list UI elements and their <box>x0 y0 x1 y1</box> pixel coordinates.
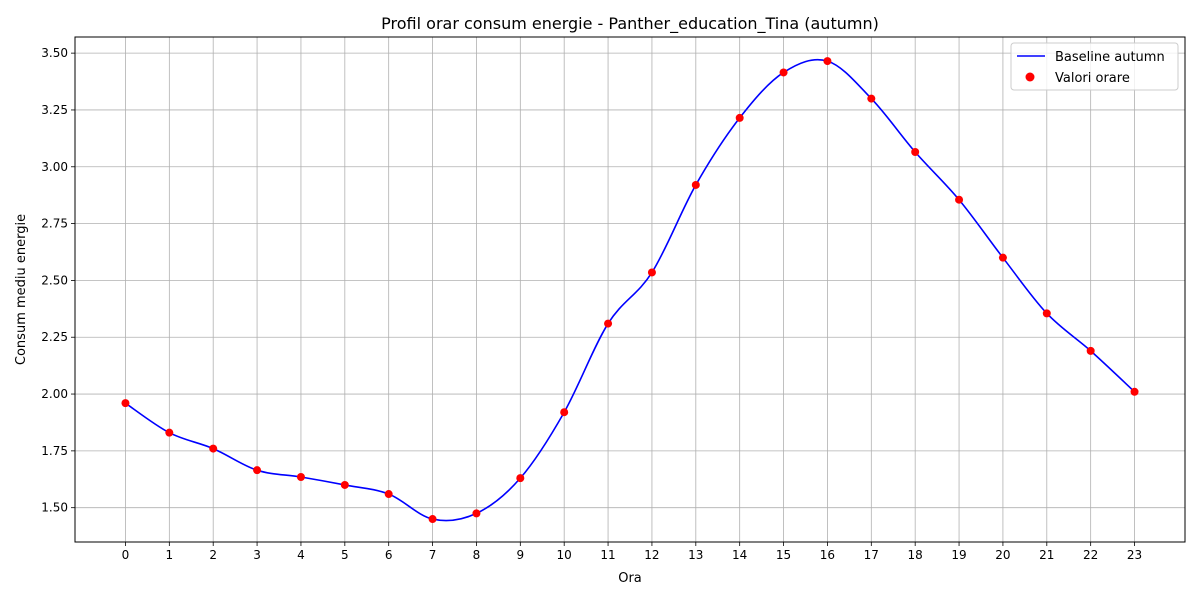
hourly-value-point <box>472 509 481 518</box>
baseline-series-line <box>125 58 1136 522</box>
hourly-value-point <box>1042 309 1051 318</box>
hourly-value-point <box>209 444 218 453</box>
legend-label-baseline: Baseline autumn <box>1055 50 1165 65</box>
x-tick-label: 17 <box>864 548 879 562</box>
hourly-value-point <box>165 428 174 437</box>
series-lines <box>125 58 1136 522</box>
x-tick-label: 5 <box>341 548 349 562</box>
x-tick-label: 19 <box>951 548 966 562</box>
hourly-value-point <box>735 113 744 122</box>
hourly-value-point <box>823 57 832 66</box>
x-tick-label: 3 <box>253 548 261 562</box>
y-axis-label: Consum mediu energie <box>14 214 29 365</box>
y-tick-label: 2.75 <box>41 217 68 231</box>
hourly-value-point <box>340 480 349 489</box>
hourly-value-point <box>428 515 437 524</box>
x-tick-label: 2 <box>209 548 217 562</box>
series-points <box>121 57 1139 524</box>
hourly-value-point <box>955 195 964 204</box>
x-tick-label: 7 <box>429 548 437 562</box>
plot-frame <box>74 36 1186 543</box>
x-tick-label: 18 <box>908 548 923 562</box>
hourly-value-point <box>911 148 920 156</box>
y-tick-label: 3.50 <box>41 46 68 60</box>
hourly-value-point <box>516 474 525 483</box>
legend-dot-swatch <box>1025 72 1035 82</box>
x-tick-label: 22 <box>1083 548 1098 562</box>
x-tick-label: 15 <box>776 548 791 562</box>
x-tick-label: 9 <box>516 548 524 562</box>
x-tick-label: 12 <box>644 548 659 562</box>
y-tick-label: 1.50 <box>41 501 68 515</box>
y-tick-label: 2.00 <box>41 387 68 401</box>
y-axis: 1.50 1.75 2.00 2.25 2.50 2.75 3.00 3.25 3.50 <box>41 46 75 515</box>
x-tick-label: 11 <box>600 548 615 562</box>
hourly-value-point <box>1086 346 1095 355</box>
x-tick-label: 16 <box>820 548 835 562</box>
x-tick-label: 14 <box>732 548 747 562</box>
x-tick-label: 8 <box>473 548 481 562</box>
y-tick-label: 2.50 <box>41 273 68 287</box>
x-tick-label: 23 <box>1127 548 1142 562</box>
hourly-value-point <box>647 268 656 277</box>
hourly-value-point <box>867 94 876 103</box>
y-tick-label: 3.00 <box>41 160 68 174</box>
hourly-value-point <box>691 180 700 189</box>
legend: Baseline autumn Valori orare <box>1010 42 1179 91</box>
hourly-value-point <box>560 408 569 417</box>
x-tick-label: 4 <box>297 548 305 562</box>
legend-label-points: Valori orare <box>1055 71 1130 86</box>
hourly-value-point <box>998 253 1007 262</box>
y-tick-label: 2.25 <box>41 330 68 344</box>
chart-title: Profil orar consum energie - Panther_edu… <box>381 14 879 34</box>
hourly-value-point <box>384 490 393 499</box>
x-axis: 0 1 2 3 4 5 6 7 8 9 10 11 12 13 14 15 16 17 18 19 20 21 22 23 <box>122 542 1142 562</box>
x-tick-label: 6 <box>385 548 393 562</box>
hourly-value-point <box>296 473 305 481</box>
hourly-value-point <box>1130 387 1139 396</box>
hourly-value-point <box>779 68 788 77</box>
x-tick-label: 20 <box>995 548 1010 562</box>
y-tick-label: 1.75 <box>41 444 68 458</box>
x-tick-label: 21 <box>1039 548 1054 562</box>
x-tick-label: 10 <box>557 548 572 562</box>
x-axis-label: Ora <box>618 571 642 586</box>
legend-box <box>1010 42 1179 91</box>
x-tick-label: 0 <box>122 548 130 562</box>
y-tick-label: 3.25 <box>41 103 68 117</box>
x-tick-label: 13 <box>688 548 703 562</box>
hourly-value-point <box>253 466 262 475</box>
x-tick-label: 1 <box>166 548 174 562</box>
hourly-value-point <box>604 319 613 328</box>
hourly-value-point <box>121 399 130 408</box>
grid <box>75 37 1185 542</box>
